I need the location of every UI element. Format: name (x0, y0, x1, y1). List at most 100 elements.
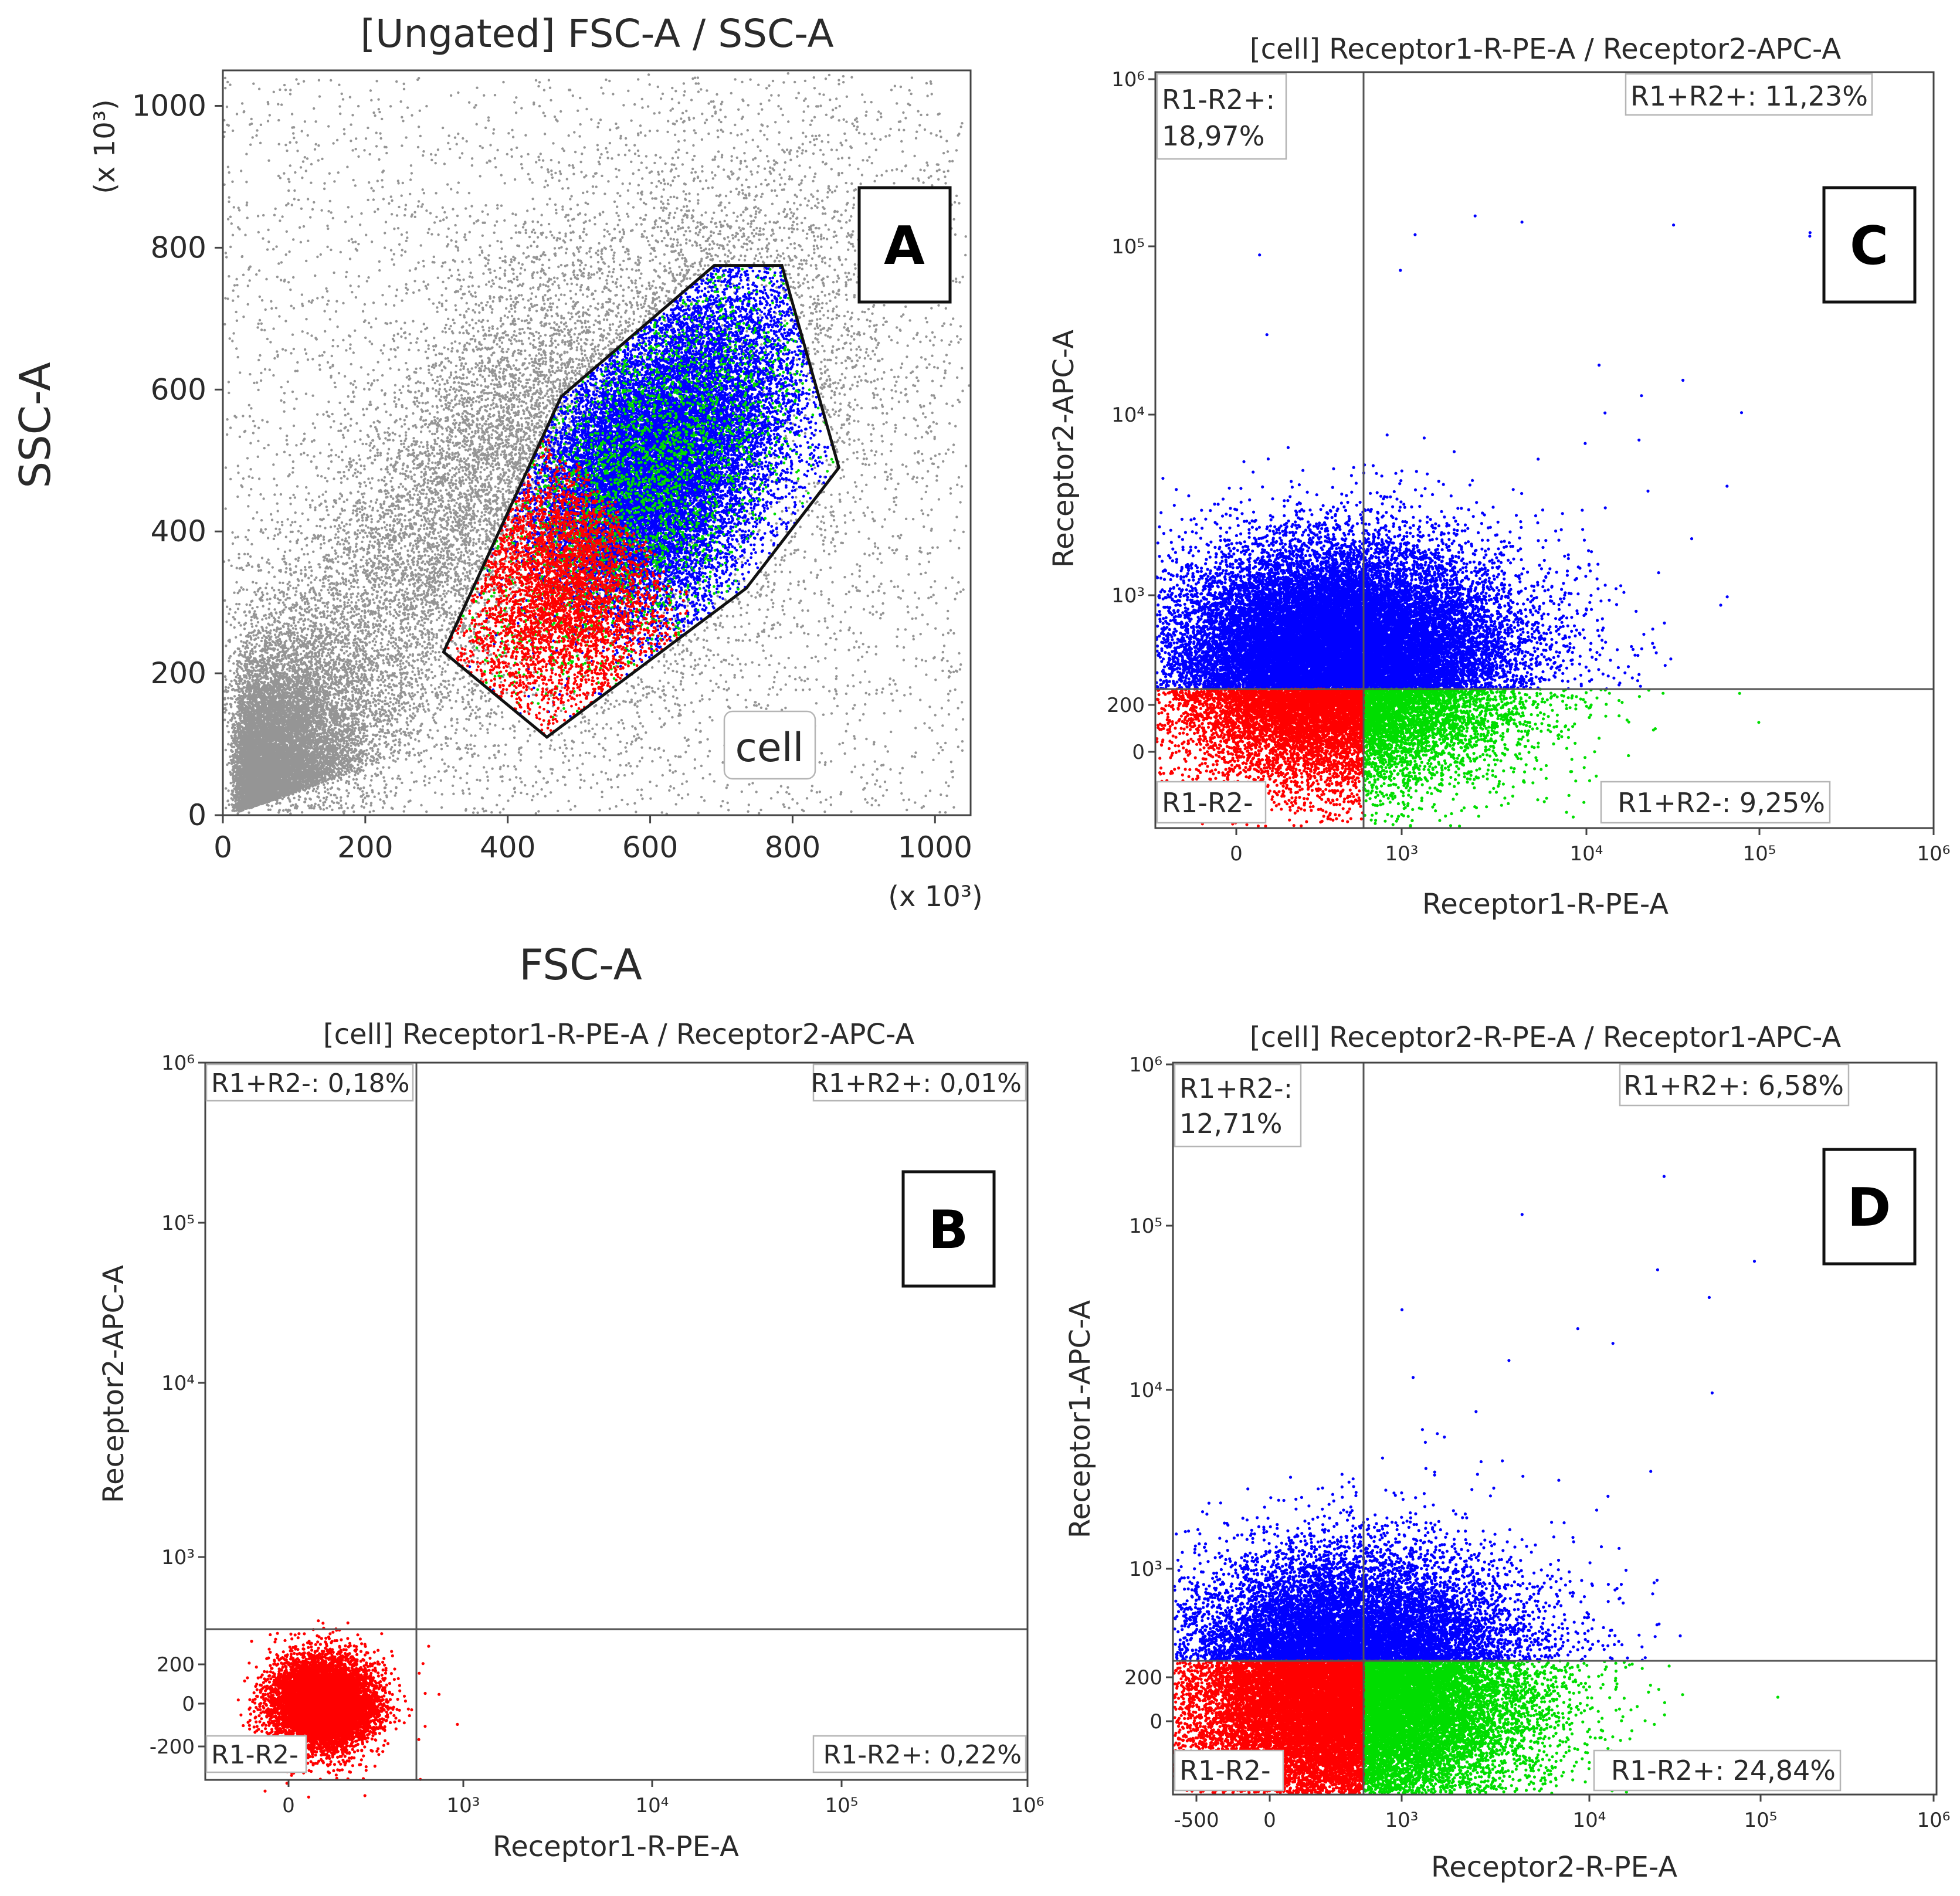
panel-b-ticks: 0 10³ 10⁴ 10⁵ 10⁶ -200 0 200 10³ 10⁴ 10⁵ 10⁶ (150, 1052, 1045, 1817)
panel-c-y-tick-label: 200 (1107, 694, 1145, 717)
panel-a-x-tick-label: 1000 (898, 830, 972, 864)
panel-c-blue-points (1155, 214, 1812, 691)
panel-b-y-tick-label: -200 (150, 1735, 195, 1759)
panel-c-x-label: Receptor1-R-PE-A (1422, 888, 1669, 921)
panel-c-y-tick-label: 0 (1132, 741, 1145, 764)
panel-d-q-top-left-text: R1+R2-: 12,71% (1179, 1073, 1301, 1139)
panel-b-x-tick-label: 0 (282, 1794, 295, 1817)
panel-c-y-label: Receptor2-APC-A (1047, 330, 1080, 568)
panel-b-q-top-right-box (812, 1063, 1027, 1102)
panel-a-x-tick-label: 200 (337, 830, 393, 864)
panel-d-y-tick-label: 10⁵ (1129, 1215, 1162, 1238)
panel-c-q-top-left-text: R1-R2+: 18,97% (1162, 84, 1284, 152)
panel-c-title: [cell] Receptor1-R-PE-A / Receptor2-APC-… (1250, 33, 1841, 66)
panel-b-x-label: Receptor1-R-PE-A (493, 1830, 739, 1863)
panel-d-y-tick-label: 10⁶ (1129, 1053, 1162, 1077)
panel-c-x-tick-label: 0 (1230, 842, 1243, 866)
panel-c-y-tick-label: 10⁶ (1111, 68, 1145, 91)
panel-a-y-label: SSC-A (11, 362, 60, 488)
panel-c-y-tick-label: 10³ (1111, 584, 1145, 608)
panel-d-q-top-left: R1+R2-: 12,71% (1174, 1063, 1302, 1148)
panel-d-q-top-right: R1+R2+: 6,58% (1619, 1063, 1850, 1107)
panel-d-ticks: -500 0 10³ 10⁴ 10⁵ 10⁶ 0 200 10³ 10⁴ 10⁵ 10⁶ (1124, 1053, 1950, 1832)
panel-d-letter: D (1847, 1177, 1891, 1239)
panel-a-y-tick-label: 200 (151, 656, 206, 690)
panel-a-y-tick-label: 1000 (132, 89, 206, 123)
panel-b-q-top-right-text: R1+R2+: 0,01% (811, 1069, 1022, 1098)
panel-d-y-tick-label: 0 (1149, 1710, 1162, 1734)
panel-a-x-tick-label: 600 (622, 830, 678, 864)
panel-d-q-bottom-left-box (1174, 1749, 1284, 1792)
panel-c-q-bottom-right-text: R1+R2-: 9,25% (1617, 787, 1825, 819)
panel-a-events (222, 72, 971, 815)
panel-b-q-top-left-text: R1+R2-: 0,18% (211, 1069, 409, 1098)
panel-c-q-bottom-left: R1-R2- (1156, 781, 1267, 824)
panel-d: [cell] Receptor2-R-PE-A / Receptor1-APC-… (1064, 1021, 1950, 1884)
panel-a-letter-box (857, 186, 952, 304)
panel-d-q-top-left-line-2: 12,71% (1179, 1108, 1282, 1139)
panel-b-q-bottom-left-box (205, 1735, 307, 1773)
panel-b-y-tick-label: 10³ (161, 1546, 195, 1569)
panel-a-cell-gate (442, 264, 841, 740)
panel-c-q-top-right: R1+R2+: 11,23% (1625, 73, 1873, 116)
panel-c-events (1155, 214, 1812, 828)
panel-a-red-points (442, 438, 689, 735)
panel-d-x-tick-label: 10⁴ (1573, 1809, 1606, 1832)
panel-d-plot-frame (1172, 1061, 1938, 1796)
panel-d-x-tick-label: 10³ (1385, 1809, 1419, 1832)
panel-b-title: [cell] Receptor1-R-PE-A / Receptor2-APC-… (323, 1018, 914, 1051)
panel-b-q-bottom-left: R1-R2- (205, 1735, 307, 1773)
panel-a-x-tick-label: 400 (480, 830, 535, 864)
panel-c-green-points (1362, 687, 1761, 828)
panel-a-y-tick-label: 0 (188, 798, 206, 832)
panel-c-q-bottom-right-box (1600, 781, 1831, 824)
panel-d-y-tick-label: 10³ (1129, 1558, 1162, 1581)
panel-b-q-bottom-right-box (812, 1735, 1027, 1773)
panel-b-y-tick-label: 10⁵ (161, 1212, 195, 1235)
panel-c: [cell] Receptor1-R-PE-A / Receptor2-APC-… (1047, 33, 1950, 921)
panel-a-gate-label-box (723, 710, 816, 780)
panel-a-blue-points (443, 264, 833, 718)
panel-b-letter-box (901, 1170, 996, 1288)
panel-d-q-top-right-text: R1+R2+: 6,58% (1623, 1070, 1844, 1101)
panel-b-letter: B (928, 1199, 969, 1261)
panel-a: [Ungated] FSC-A / SSC-A cell 00 200 200 400… (11, 11, 983, 989)
panel-c-q-bottom-left-box (1156, 781, 1267, 824)
panel-b-q-bottom-right: R1-R2+: 0,22% (812, 1735, 1027, 1773)
panel-a-gate-name: cell (735, 725, 803, 771)
panel-a-y-tick-label: 600 (151, 372, 206, 406)
panel-a-x-unit: (x 10³) (888, 880, 982, 913)
panel-d-q-bottom-left-text: R1-R2- (1179, 1755, 1271, 1786)
panel-a-x-label: FSC-A (519, 940, 642, 989)
panel-b-y-tick-label: 10⁴ (161, 1372, 195, 1395)
panel-c-q-top-left-line-1: R1-R2+: (1162, 84, 1275, 116)
panel-d-q-top-right-box (1619, 1063, 1850, 1107)
panel-d-letter-box (1822, 1148, 1917, 1266)
panel-c-q-top-left-box (1156, 73, 1287, 160)
panel-b-y-tick-label: 10⁶ (161, 1052, 195, 1075)
panel-d-x-tick-label: 10⁵ (1744, 1809, 1778, 1832)
panel-b-x-tick-label: 10⁵ (825, 1794, 859, 1817)
panel-c-red-points (1155, 687, 1365, 828)
panel-c-letter: C (1850, 215, 1888, 277)
panel-c-letter-box (1822, 186, 1917, 304)
panel-c-q-top-left: R1-R2+: 18,97% (1156, 73, 1287, 160)
panel-b: [cell] Receptor1-R-PE-A / Receptor2-APC-… (97, 1018, 1044, 1863)
panel-b-plot-frame (204, 1061, 1029, 1781)
panel-c-plot-frame (1154, 71, 1935, 829)
panel-d-q-bottom-right-box (1593, 1749, 1842, 1792)
panel-a-gate-label: cell (723, 710, 816, 780)
panel-c-y-tick-label: 10⁴ (1111, 403, 1145, 427)
panel-c-ticks: 0 10³ 10⁴ 10⁵ 10⁶ 0 200 10³ 10⁴ 10⁵ 10⁶ (1107, 68, 1950, 866)
panel-d-x-tick-label: 10⁶ (1917, 1809, 1951, 1832)
panel-b-q-top-right: R1+R2+: 0,01% (811, 1063, 1027, 1102)
panel-a-x-tick-label: 0 (213, 830, 232, 864)
panel-c-x-tick-label: 10⁶ (1917, 842, 1951, 866)
panel-a-y-tick-label: 800 (151, 230, 206, 264)
panel-c-y-tick-label: 10⁵ (1111, 235, 1145, 259)
panel-a-x-tick-label: 800 (765, 830, 820, 864)
panel-d-q-bottom-right: R1-R2+: 24,84% (1593, 1749, 1842, 1792)
panel-b-q-top-left: R1+R2-: 0,18% (205, 1063, 414, 1102)
